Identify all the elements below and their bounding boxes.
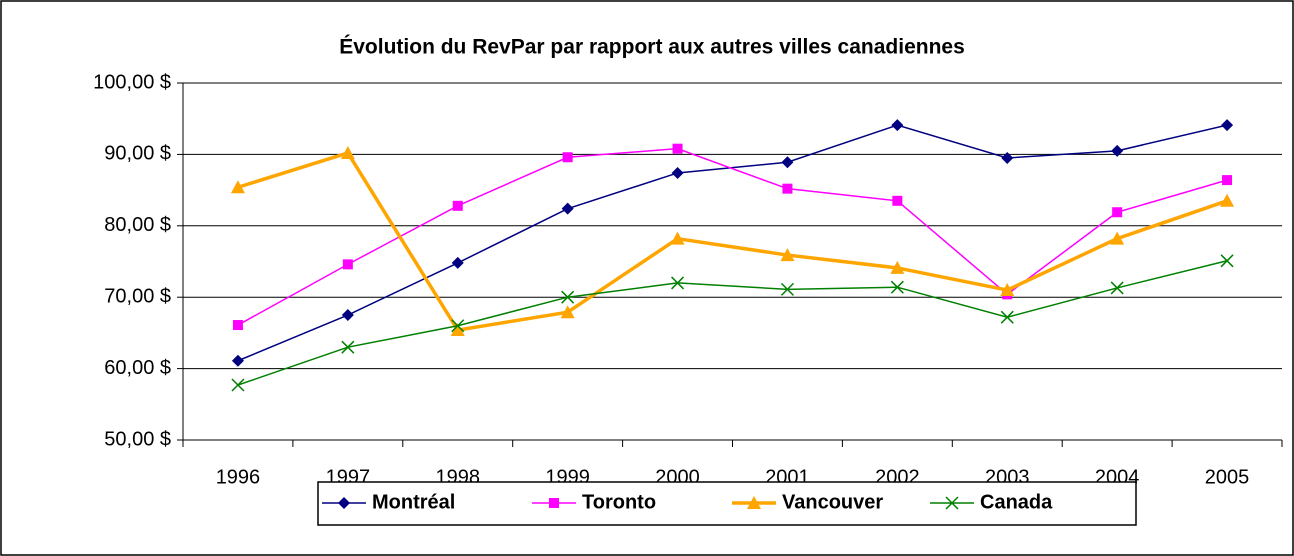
marker [890, 280, 904, 294]
y-tick-label: 70,00 $ [104, 285, 171, 307]
series-line [237, 260, 1228, 386]
series-line [237, 150, 1228, 332]
marker [780, 248, 795, 262]
marker [747, 496, 761, 509]
marker [782, 183, 793, 194]
marker [1110, 281, 1124, 295]
marker [450, 323, 465, 337]
marker [451, 319, 465, 333]
y-tick-label: 100,00 $ [93, 71, 171, 93]
marker [451, 256, 464, 269]
marker [671, 166, 684, 179]
chart-title: Évolution du RevPar par rapport aux autr… [339, 36, 965, 59]
marker [231, 354, 244, 367]
marker [341, 309, 354, 322]
marker [560, 305, 575, 319]
marker [1220, 254, 1234, 268]
y-tick-label: 90,00 $ [104, 143, 171, 165]
marker [562, 152, 573, 163]
legend-box [317, 481, 1137, 526]
marker [1111, 144, 1124, 157]
marker [890, 260, 905, 274]
y-tick-label: 80,00 $ [104, 214, 171, 236]
marker [670, 231, 685, 245]
marker [891, 119, 904, 132]
marker [671, 276, 685, 290]
marker [1112, 207, 1123, 218]
legend-label: Vancouver [782, 491, 883, 513]
marker [232, 320, 243, 331]
marker [561, 290, 575, 304]
marker [231, 378, 245, 392]
marker [1000, 283, 1015, 297]
x-tick-label: 2005 [1205, 466, 1250, 488]
marker [561, 202, 574, 215]
y-tick-label: 50,00 $ [104, 428, 171, 450]
marker [1221, 119, 1234, 132]
marker [549, 498, 559, 508]
series-line [237, 124, 1228, 362]
marker [1001, 151, 1014, 164]
marker [1000, 310, 1014, 324]
marker [338, 497, 350, 509]
marker [780, 282, 794, 296]
legend-label: Montréal [372, 491, 455, 513]
legend-label: Canada [980, 491, 1053, 513]
marker [1110, 231, 1125, 245]
marker [892, 195, 903, 206]
marker [672, 143, 683, 154]
marker [341, 340, 355, 354]
y-tick-label: 60,00 $ [104, 357, 171, 379]
marker [230, 180, 245, 194]
marker [1220, 193, 1235, 207]
marker [945, 496, 959, 510]
marker [452, 200, 463, 211]
marker [340, 145, 355, 159]
legend-label: Toronto [582, 491, 656, 513]
x-tick-label: 1996 [216, 466, 261, 488]
marker [781, 156, 794, 169]
marker [1222, 175, 1233, 186]
marker [342, 259, 353, 270]
series-line [237, 147, 1228, 326]
